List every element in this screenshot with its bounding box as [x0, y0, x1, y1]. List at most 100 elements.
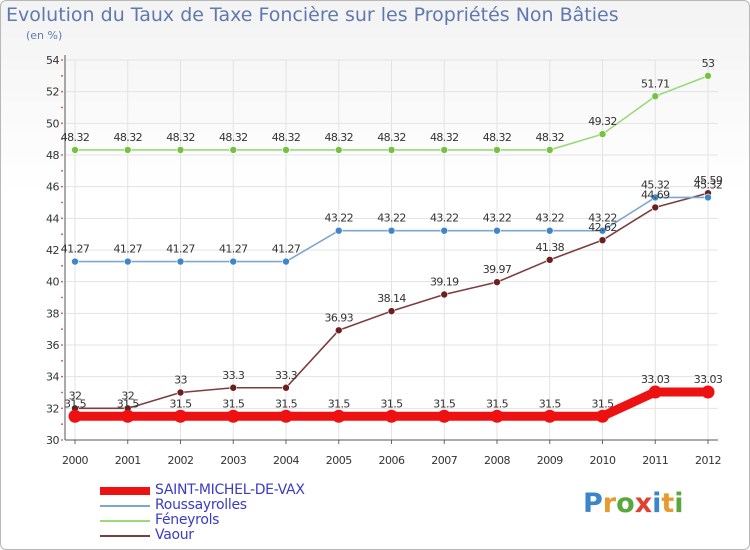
y-minor-tick [61, 217, 63, 220]
data-label-saint-michel-de-vax: 31.5 [591, 397, 614, 410]
y-minor-tick [61, 122, 63, 125]
data-point-roussayrolles [229, 257, 238, 266]
y-tick-label: 40 [46, 276, 59, 289]
y-tick-label: 42 [46, 244, 59, 257]
data-point-vaour [229, 383, 238, 392]
data-point-roussayrolles [176, 257, 185, 266]
data-label-f-neyrols: 48.32 [430, 131, 459, 144]
y-tick-label: 36 [46, 339, 59, 352]
legend-label: SAINT-MICHEL-DE-VAX [155, 482, 305, 498]
data-label-roussayrolles: 41.27 [166, 243, 195, 256]
y-tick-label: 44 [46, 212, 59, 225]
y-minor-tick [61, 391, 63, 394]
data-point-vaour [334, 326, 343, 335]
data-point-f-neyrols [123, 146, 132, 154]
y-tick-label: 34 [46, 371, 59, 384]
legend-item-f-neyrols: Féneyrols [100, 512, 420, 529]
data-label-roussayrolles: 41.27 [61, 243, 90, 256]
y-minor-tick [61, 312, 63, 315]
data-label-vaour: 36.93 [325, 311, 354, 324]
data-point-roussayrolles [493, 226, 501, 235]
data-label-vaour: 32 [121, 389, 134, 402]
legend-label: Vaour [155, 527, 194, 543]
y-minor-tick [61, 90, 63, 93]
data-label-vaour: 44.69 [641, 188, 670, 201]
y-minor-tick [61, 154, 63, 156]
data-point-f-neyrols [545, 146, 554, 154]
y-minor-tick [61, 138, 63, 141]
data-point-f-neyrols [651, 92, 660, 101]
data-point-saint-michel-de-vax [332, 409, 346, 423]
data-label-f-neyrols: 49.32 [588, 115, 617, 128]
y-minor-tick [61, 249, 63, 251]
data-label-vaour: 32 [69, 389, 82, 402]
x-tick-label: 2008 [484, 454, 510, 467]
data-label-f-neyrols: 48.32 [166, 131, 195, 144]
y-tick-label: 54 [46, 54, 59, 67]
data-point-vaour [440, 290, 449, 299]
data-point-roussayrolles [123, 257, 132, 266]
y-minor-tick [61, 74, 63, 77]
x-tick-label: 2007 [431, 454, 457, 467]
y-minor-tick [61, 201, 63, 204]
data-label-saint-michel-de-vax: 31.5 [275, 397, 298, 410]
data-label-f-neyrols: 48.32 [325, 131, 354, 144]
chart-title: Evolution du Taux de Taxe Foncière sur l… [6, 4, 619, 26]
data-label-saint-michel-de-vax: 31.5 [380, 397, 403, 410]
logo-letter: P [583, 488, 603, 519]
data-label-roussayrolles: 43.22 [325, 212, 354, 225]
data-label-saint-michel-de-vax: 31.5 [486, 397, 509, 410]
data-point-saint-michel-de-vax [701, 385, 715, 399]
data-label-roussayrolles: 41.27 [219, 243, 248, 256]
legend-item-saint-michel-de-vax: SAINT-MICHEL-DE-VAX [100, 482, 420, 499]
data-label-roussayrolles: 43.22 [588, 212, 617, 225]
legend-item-roussayrolles: Roussayrolles [100, 497, 420, 514]
data-label-roussayrolles: 41.27 [272, 243, 301, 256]
data-label-saint-michel-de-vax: 31.5 [328, 397, 351, 410]
data-point-vaour [651, 203, 660, 212]
logo-letter: i [652, 488, 662, 519]
x-tick-label: 2010 [590, 454, 616, 467]
x-tick-label: 2000 [62, 454, 88, 467]
data-point-roussayrolles [282, 257, 290, 266]
y-minor-tick [61, 439, 63, 441]
y-minor-tick [61, 328, 63, 331]
y-tick-label: 32 [46, 402, 59, 415]
y-tick-label: 52 [46, 86, 59, 99]
data-label-roussayrolles: 43.22 [483, 212, 512, 225]
data-label-f-neyrols: 53 [702, 57, 715, 70]
data-label-saint-michel-de-vax: 31.5 [539, 397, 562, 410]
data-point-f-neyrols [229, 146, 238, 154]
x-tick-label: 2012 [695, 454, 721, 467]
proxiti-logo: Proxiti [583, 488, 684, 519]
data-point-roussayrolles [71, 257, 79, 266]
x-tick-label: 2004 [273, 454, 299, 467]
y-minor-tick [61, 280, 63, 283]
grid [65, 59, 718, 441]
x-tick-label: 2003 [220, 454, 246, 467]
logo-letter: r [602, 488, 617, 519]
legend-swatch [100, 505, 150, 507]
data-point-roussayrolles [545, 226, 554, 235]
data-point-roussayrolles [387, 226, 396, 235]
data-point-roussayrolles [598, 226, 607, 235]
y-minor-tick [61, 169, 63, 172]
logo-letter: o [616, 488, 635, 519]
data-label-vaour: 39.97 [483, 263, 512, 276]
legend-label: Roussayrolles [155, 497, 247, 513]
data-label-vaour: 45.59 [694, 174, 723, 187]
legend-swatch [100, 487, 150, 495]
data-point-roussayrolles [651, 193, 660, 202]
data-label-roussayrolles: 45.32 [641, 178, 670, 191]
data-label-saint-michel-de-vax: 31.5 [64, 397, 87, 410]
data-label-roussayrolles: 45.32 [694, 178, 723, 191]
y-minor-tick [61, 233, 63, 236]
data-label-vaour: 42.62 [588, 221, 617, 234]
y-minor-tick [61, 59, 63, 61]
data-point-saint-michel-de-vax [226, 409, 240, 423]
data-point-saint-michel-de-vax [648, 385, 662, 399]
data-label-f-neyrols: 48.32 [483, 131, 512, 144]
data-label-saint-michel-de-vax: 31.5 [169, 397, 192, 410]
data-labels: 31.5 31.5 31.5 31.5 31.5 31.5 31.5 31.5 31.5 31.5… [61, 57, 724, 410]
data-label-vaour: 41.38 [536, 241, 565, 254]
